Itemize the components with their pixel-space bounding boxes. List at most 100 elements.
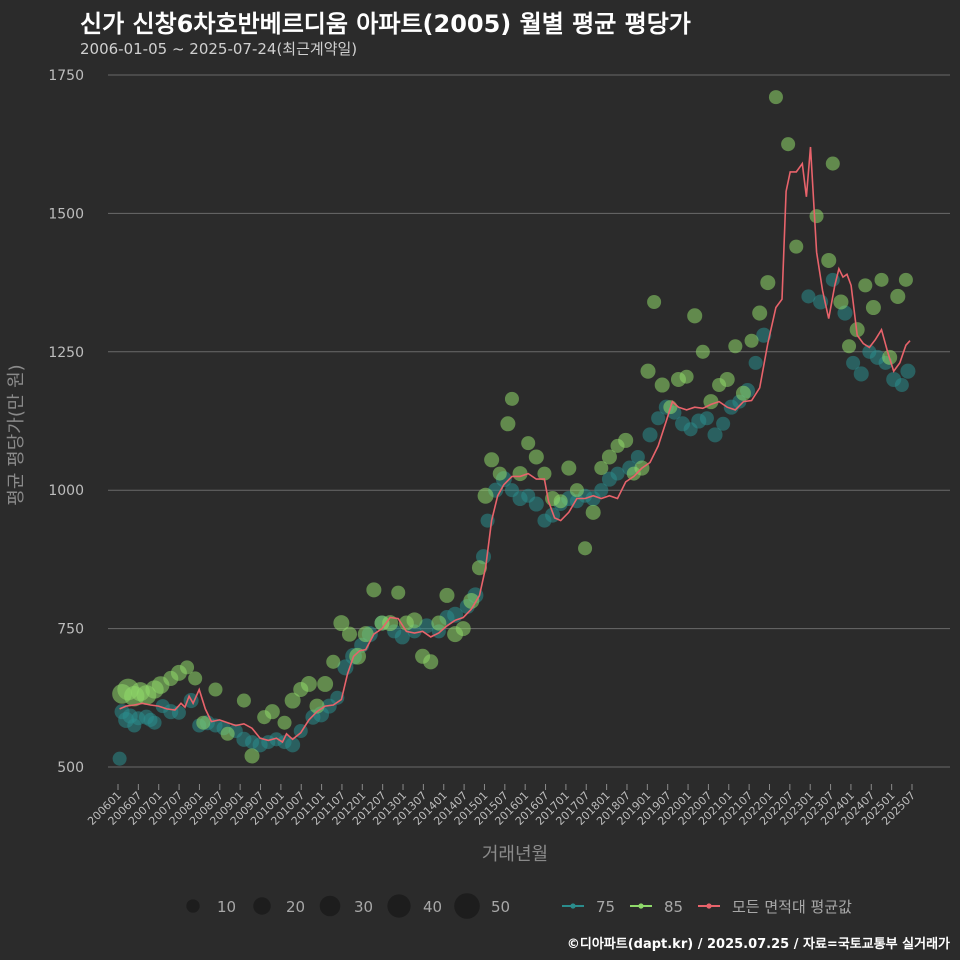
series-legend-dot — [638, 903, 644, 909]
point-85 — [188, 671, 203, 686]
series-legend-label: 85 — [664, 898, 683, 916]
grid-lines — [108, 74, 950, 768]
size-legend-dot — [387, 894, 411, 918]
series-legend-label: 모든 면적대 평균값 — [732, 898, 852, 916]
point-85 — [760, 275, 776, 291]
point-75 — [610, 466, 625, 481]
point-85 — [865, 299, 881, 316]
point-85 — [585, 504, 601, 520]
size-legend-dot — [319, 895, 341, 917]
point-85 — [821, 252, 837, 268]
point-85 — [679, 369, 694, 384]
point-85 — [244, 748, 260, 764]
point-75 — [894, 377, 909, 393]
point-75 — [642, 427, 658, 443]
size-legend-label: 40 — [423, 898, 442, 916]
point-85 — [719, 371, 735, 387]
point-85 — [277, 715, 292, 730]
point-85 — [789, 239, 804, 254]
point-75 — [651, 411, 666, 426]
y-tick-label: 1750 — [48, 68, 84, 84]
y-axis-ticks: 500 750 1000 1250 1500 1750 — [48, 68, 84, 776]
point-85 — [537, 466, 552, 481]
x-axis-ticks: 2006012006072007012007072008012008072009… — [85, 784, 918, 828]
point-85 — [569, 483, 584, 498]
x-axis-title: 거래년월 — [482, 844, 548, 865]
point-85 — [752, 305, 768, 321]
point-85 — [284, 692, 301, 709]
point-85 — [463, 592, 480, 609]
point-75 — [630, 449, 645, 465]
point-85 — [858, 278, 873, 293]
scatter-points — [112, 90, 916, 766]
point-75 — [594, 483, 609, 498]
y-tick-label: 500 — [57, 760, 84, 776]
point-85 — [744, 333, 759, 348]
point-85 — [833, 294, 849, 310]
point-75 — [699, 411, 714, 426]
point-85 — [695, 344, 710, 359]
point-85 — [196, 715, 211, 730]
point-75 — [748, 355, 763, 370]
series-legend-dot — [570, 903, 576, 909]
point-85 — [898, 272, 913, 287]
average-line — [119, 146, 911, 744]
point-75 — [171, 705, 186, 720]
point-85 — [236, 693, 251, 708]
point-85 — [391, 585, 406, 600]
point-85 — [654, 377, 670, 393]
point-75 — [801, 289, 816, 304]
point-85 — [431, 615, 447, 631]
point-85 — [366, 582, 382, 598]
size-legend-dot — [186, 899, 200, 913]
point-85 — [601, 449, 617, 465]
point-75 — [900, 363, 916, 379]
point-75 — [285, 737, 301, 753]
point-75 — [528, 496, 544, 512]
size-legend-label: 20 — [286, 898, 305, 916]
point-85 — [208, 682, 223, 697]
point-85 — [553, 494, 568, 509]
point-85 — [735, 385, 751, 401]
point-85 — [504, 391, 519, 406]
point-85 — [455, 621, 471, 637]
point-85 — [640, 363, 656, 379]
y-axis-title: 평균 평당가(만 원) — [6, 364, 27, 505]
point-85 — [781, 137, 796, 152]
point-85 — [594, 461, 609, 476]
point-75 — [330, 690, 345, 705]
point-85 — [890, 288, 906, 304]
point-85 — [180, 660, 195, 675]
point-85 — [220, 726, 235, 741]
point-85 — [825, 156, 840, 171]
point-85 — [349, 647, 367, 665]
point-75 — [394, 629, 410, 645]
point-85 — [423, 654, 439, 670]
y-tick-label: 750 — [57, 622, 84, 638]
point-85 — [809, 209, 824, 224]
point-75 — [707, 427, 723, 443]
point-85 — [341, 626, 358, 642]
size-legend-dot — [253, 897, 271, 915]
y-tick-label: 1500 — [48, 206, 84, 222]
point-75 — [716, 416, 731, 431]
point-85 — [512, 466, 528, 482]
point-85 — [728, 339, 743, 354]
point-85 — [842, 339, 857, 354]
point-75 — [112, 751, 127, 766]
chart-subtitle: 2006-01-05 ~ 2025-07-24(최근계약일) — [80, 40, 358, 58]
point-85 — [687, 308, 703, 324]
point-85 — [561, 460, 577, 476]
point-85 — [521, 436, 536, 451]
point-85 — [484, 452, 500, 468]
point-85 — [471, 560, 487, 576]
point-85 — [618, 432, 634, 448]
size-legend-label: 10 — [217, 898, 236, 916]
point-85 — [578, 541, 593, 556]
chart-title: 신가 신창6차호반베르디움 아파트(2005) 월별 평균 평당가 — [80, 10, 691, 38]
point-75 — [147, 715, 162, 730]
size-legend-label: 30 — [354, 898, 373, 916]
point-75 — [756, 327, 772, 343]
point-85 — [406, 612, 423, 629]
